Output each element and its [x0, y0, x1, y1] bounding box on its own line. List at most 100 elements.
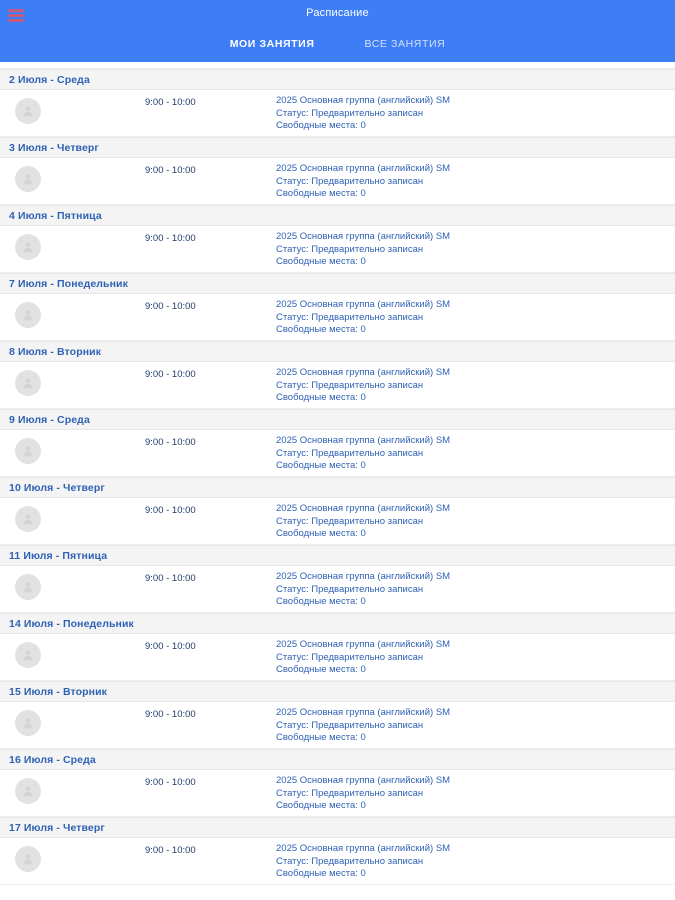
- lesson-seats: Свободные места: 0: [276, 596, 366, 607]
- day-header: 17 Июля - Четверг: [0, 817, 675, 838]
- lesson-title: 2025 Основная группа (английский) SM: [276, 707, 451, 718]
- person-placeholder-icon: [15, 234, 41, 260]
- lesson-status: Статус: Предварительно записан: [276, 583, 424, 595]
- lesson-seats: Свободные места: 0: [276, 800, 366, 811]
- lesson-seats: Свободные места: 0: [276, 62, 450, 65]
- person-placeholder-icon: [15, 98, 41, 124]
- person-placeholder-icon: [15, 846, 41, 872]
- hamburger-menu-icon[interactable]: [5, 5, 27, 25]
- lesson-seats: Свободные места: 0: [276, 868, 366, 879]
- lesson-title: 2025 Основная группа (английский) SM: [276, 95, 451, 106]
- hamburger-bar: [8, 8, 24, 12]
- day-header-label: 16 Июля - Среда: [9, 753, 96, 766]
- lesson-row[interactable]: 9:00 - 10:00 2025 Основная группа (англий…: [0, 838, 675, 885]
- lesson-seats: Свободные места: 0: [276, 732, 366, 743]
- lesson-row[interactable]: 9:00 - 10:00 2025 Основная группа (англий…: [0, 90, 675, 137]
- hamburger-bar: [8, 13, 24, 17]
- day-header-label: 15 Июля - Вторник: [9, 685, 108, 698]
- person-placeholder-icon: [15, 370, 41, 396]
- lesson-time: 9:00 - 10:00: [145, 301, 196, 312]
- page-title: Расписание: [306, 7, 369, 19]
- lesson-time: 9:00 - 10:00: [145, 777, 196, 788]
- lesson-status: Статус: Предварительно записан: [276, 515, 424, 527]
- lesson-seats: Свободные места: 0: [276, 324, 366, 335]
- person-placeholder-icon: [15, 302, 41, 328]
- person-placeholder-icon: [15, 778, 41, 804]
- lesson-seats: Свободные места: 0: [276, 664, 366, 675]
- tab-all-lessons[interactable]: ВСЕ ЗАНЯТИЯ: [364, 38, 446, 50]
- person-placeholder-icon: [15, 710, 41, 736]
- lesson-time: 9:00 - 10:00: [145, 709, 196, 720]
- lesson-status: Статус: Предварительно записан: [276, 311, 424, 323]
- tab-my-lessons[interactable]: МОИ ЗАНЯТИЯ: [229, 38, 315, 50]
- day-header-label: 8 Июля - Вторник: [9, 345, 102, 358]
- hamburger-bar: [8, 18, 24, 22]
- lesson-title: 2025 Основная группа (английский) SM: [276, 231, 451, 242]
- schedule-list[interactable]: 9:00 - 10:00 2025 Основная группа (англий…: [0, 62, 675, 900]
- lesson-time: 9:00 - 10:00: [145, 165, 196, 176]
- lesson-row[interactable]: 9:00 - 10:00 2025 Основная группа (англий…: [0, 770, 675, 817]
- lesson-time: 9:00 - 10:00: [145, 845, 196, 856]
- day-header: 8 Июля - Вторник: [0, 341, 675, 362]
- lesson-row[interactable]: 9:00 - 10:00 2025 Основная группа (англий…: [0, 634, 675, 681]
- app-bar: Расписание МОИ ЗАНЯТИЯ ВСЕ ЗАНЯТИЯ: [0, 0, 675, 62]
- lesson-row[interactable]: 9:00 - 10:00 2025 Основная группа (англий…: [0, 702, 675, 749]
- lesson-status: Статус: Предварительно записан: [276, 107, 424, 119]
- lesson-row[interactable]: 9:00 - 10:00 2025 Основная группа (англий…: [0, 362, 675, 409]
- lesson-status: Статус: Предварительно записан: [276, 379, 424, 391]
- lesson-title: 2025 Основная группа (английский) SM: [276, 503, 451, 514]
- lesson-title: 2025 Основная группа (английский) SM: [276, 775, 451, 786]
- person-placeholder-icon: [15, 438, 41, 464]
- day-header: 11 Июля - Пятница: [0, 545, 675, 566]
- day-header-label: 3 Июля - Четверг: [9, 141, 99, 154]
- lesson-row[interactable]: 9:00 - 10:00 2025 Основная группа (англий…: [0, 430, 675, 477]
- lesson-seats: Свободные места: 0: [276, 256, 366, 267]
- day-header-label: 2 Июля - Среда: [9, 73, 90, 86]
- lesson-row[interactable]: 9:00 - 10:00 2025 Основная группа (англий…: [0, 294, 675, 341]
- day-header: 14 Июля - Понедельник: [0, 613, 675, 634]
- lesson-row[interactable]: 9:00 - 10:00 2025 Основная группа (англий…: [0, 498, 675, 545]
- lesson-status: Статус: Предварительно записан: [276, 719, 424, 731]
- lesson-time: 9:00 - 10:00: [145, 573, 196, 584]
- lesson-time: 9:00 - 10:00: [145, 437, 196, 448]
- lesson-status: Статус: Предварительно записан: [276, 447, 424, 459]
- lesson-title: 2025 Основная группа (английский) SM: [276, 843, 451, 854]
- lesson-time: 9:00 - 10:00: [145, 369, 196, 380]
- day-header-label: 4 Июля - Пятница: [9, 209, 102, 222]
- day-header: 10 Июля - Четверг: [0, 477, 675, 498]
- day-header: 7 Июля - Понедельник: [0, 273, 675, 294]
- lesson-row[interactable]: 9:00 - 10:00 2025 Основная группа (англий…: [0, 158, 675, 205]
- lesson-time: 9:00 - 10:00: [145, 233, 196, 244]
- lesson-status: Статус: Предварительно записан: [276, 175, 424, 187]
- lesson-row[interactable]: 9:00 - 10:00 2025 Основная группа (англий…: [0, 566, 675, 613]
- day-header-label: 9 Июля - Среда: [9, 413, 90, 426]
- day-header: 3 Июля - Четверг: [0, 137, 675, 158]
- lesson-row[interactable]: 9:00 - 10:00 2025 Основная группа (англий…: [0, 226, 675, 273]
- lesson-status: Статус: Предварительно записан: [276, 243, 424, 255]
- day-header: 2 Июля - Среда: [0, 69, 675, 90]
- lesson-seats: Свободные места: 0: [276, 120, 366, 131]
- tab-bar: МОИ ЗАНЯТИЯ ВСЕ ЗАНЯТИЯ: [0, 36, 675, 52]
- lesson-status: Статус: Предварительно записан: [276, 651, 424, 663]
- lesson-seats: Свободные места: 0: [276, 528, 366, 539]
- day-header: 15 Июля - Вторник: [0, 681, 675, 702]
- day-header-label: 11 Июля - Пятница: [9, 549, 108, 562]
- lesson-title: 2025 Основная группа (английский) SM: [276, 367, 451, 378]
- lesson-title: 2025 Основная группа (английский) SM: [276, 299, 451, 310]
- lesson-seats: Свободные места: 0: [276, 188, 366, 199]
- lesson-title: 2025 Основная группа (английский) SM: [276, 571, 451, 582]
- day-header-label: 7 Июля - Понедельник: [9, 277, 128, 290]
